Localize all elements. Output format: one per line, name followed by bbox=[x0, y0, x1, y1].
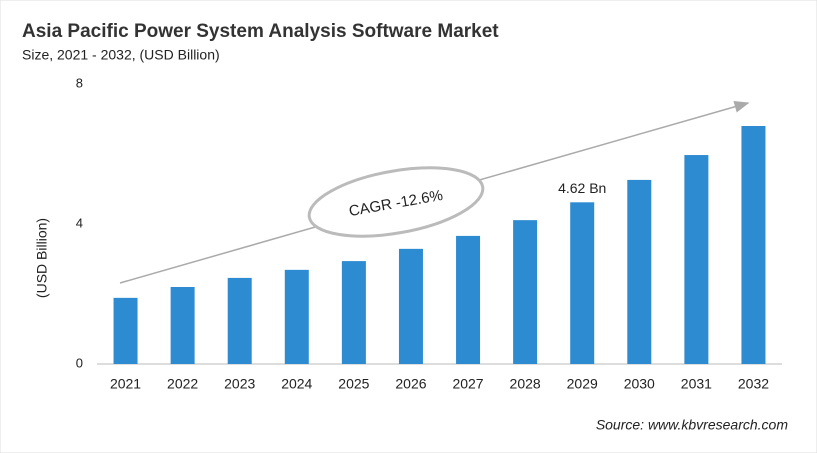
bar bbox=[113, 297, 138, 364]
bar bbox=[170, 287, 195, 364]
x-tick-label: 2021 bbox=[110, 376, 141, 392]
y-axis-label: (USD Billion) bbox=[34, 218, 50, 298]
x-tick-label: 2031 bbox=[681, 376, 712, 392]
bar bbox=[741, 126, 766, 364]
x-tick-label: 2024 bbox=[281, 376, 312, 392]
x-tick-label: 2032 bbox=[738, 376, 769, 392]
x-tick-label: 2029 bbox=[567, 376, 598, 392]
bar bbox=[513, 220, 538, 364]
bar bbox=[570, 202, 595, 364]
source: Source: www.kbvresearch.com bbox=[596, 417, 789, 433]
annotation-ellipse bbox=[307, 166, 485, 238]
bar bbox=[284, 269, 309, 364]
x-tick-label: 2026 bbox=[395, 376, 426, 392]
x-tick-label: 2027 bbox=[452, 376, 483, 392]
value-label: 4.62 Bn bbox=[558, 180, 606, 196]
y-tick-label: 4 bbox=[76, 215, 83, 230]
chart-title: Asia Pacific Power System Analysis Softw… bbox=[22, 21, 499, 42]
bar bbox=[341, 261, 366, 364]
x-tick-label: 2030 bbox=[624, 376, 655, 392]
bar bbox=[627, 179, 652, 364]
y-tick-label: 0 bbox=[76, 355, 83, 370]
x-tick-label: 2028 bbox=[510, 376, 541, 392]
chart-subtitle: Size, 2021 - 2032, (USD Billion) bbox=[22, 47, 220, 63]
x-tick-label: 2022 bbox=[167, 376, 198, 392]
y-tick-label: 8 bbox=[76, 75, 83, 90]
bar bbox=[398, 248, 423, 364]
bar bbox=[227, 277, 252, 364]
x-tick-label: 2023 bbox=[224, 376, 255, 392]
bar bbox=[456, 235, 481, 364]
bar bbox=[684, 155, 709, 364]
x-tick-label: 2025 bbox=[338, 376, 369, 392]
